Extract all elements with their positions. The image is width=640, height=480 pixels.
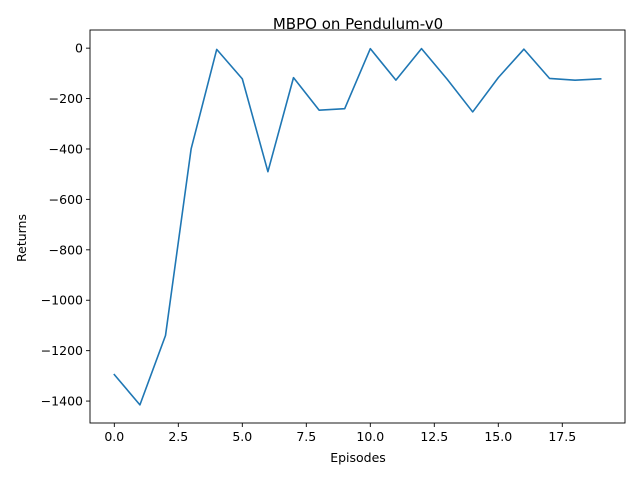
x-axis-label: Episodes bbox=[330, 450, 386, 465]
x-tick-label: 12.5 bbox=[420, 429, 448, 444]
y-tick-label: −400 bbox=[49, 141, 83, 156]
x-tick-label: 7.5 bbox=[296, 429, 316, 444]
chart-title: MBPO on Pendulum-v0 bbox=[273, 15, 443, 33]
x-tick-label: 15.0 bbox=[484, 429, 512, 444]
y-tick-label: −1400 bbox=[41, 394, 83, 409]
x-tick-label: 17.5 bbox=[548, 429, 576, 444]
series-line-0 bbox=[113, 47, 602, 406]
y-tick-label: −1000 bbox=[41, 293, 83, 308]
y-axis-label: Returns bbox=[14, 214, 29, 262]
axes-border bbox=[89, 29, 626, 424]
x-tick-label: 0.0 bbox=[104, 429, 124, 444]
y-tick-label: −600 bbox=[49, 192, 83, 207]
y-axis-ticks: 0 −200 −400 −600 −800 −1000 −1200 −1400 bbox=[41, 41, 90, 409]
y-tick-label: −200 bbox=[49, 91, 83, 106]
x-tick-label: 2.5 bbox=[168, 429, 188, 444]
axes-frame bbox=[89, 29, 626, 424]
y-tick-label: −1200 bbox=[41, 343, 83, 358]
x-tick-label: 10.0 bbox=[356, 429, 384, 444]
plot-area bbox=[113, 47, 602, 406]
x-tick-label: 5.0 bbox=[232, 429, 252, 444]
x-axis-ticks: 0.0 2.5 5.0 7.5 10.0 12.5 15.0 17.5 bbox=[104, 423, 576, 444]
y-tick-label: −800 bbox=[49, 242, 83, 257]
y-tick-label: 0 bbox=[75, 41, 83, 56]
